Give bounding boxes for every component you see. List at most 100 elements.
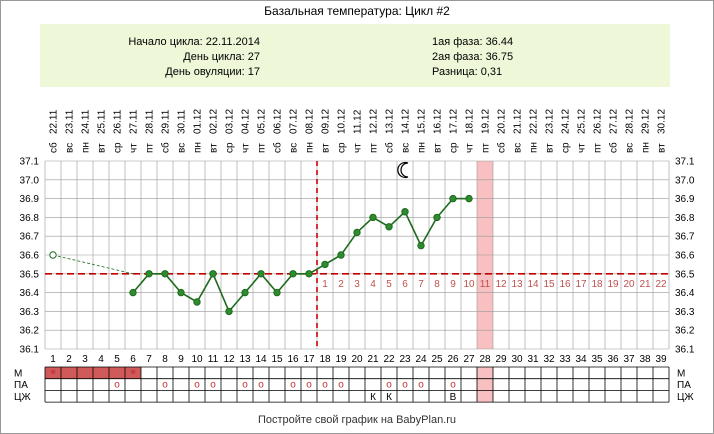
temperature-line-segment [420,217,438,246]
temperature-point [161,270,169,278]
luteal-day-label: 2 [338,279,344,290]
luteal-day-label: 8 [434,279,440,290]
date-label: 12.12 [369,109,380,134]
day-number-label: 17 [303,354,315,365]
y-tick-label-right: 36.7 [675,232,695,243]
day-number-label: 36 [607,354,619,365]
menstruation-cell [61,367,77,379]
temperature-point [401,208,409,216]
y-tick-label-right: 36.1 [675,345,695,356]
day-number-label: 7 [146,354,152,365]
weekday-label: пн [529,142,540,153]
menstruation-cell [125,367,141,379]
date-label: 07.12 [289,109,300,134]
temperature-point [369,213,377,222]
pa-circle-mark: o [402,380,408,391]
date-label: 13.12 [385,109,396,134]
temperature-line-segment [164,273,182,294]
date-label: 11.12 [353,109,364,134]
day-number-label: 10 [191,354,203,365]
weekday-label: пт [257,143,268,153]
day-number-label: 12 [223,354,235,365]
day-number-label: 8 [162,354,168,365]
day-number-label: 4 [98,354,104,365]
weekday-label: вт [545,143,556,153]
date-label: 22.11 [49,109,60,134]
luteal-day-label: 16 [559,279,571,290]
temperature-point [225,307,233,316]
footer-link[interactable]: Постройте свой график на BabyPlan.ru [257,414,457,426]
ovulation-day: День овуляции: 17 [165,66,260,78]
pa-text-mark: К [370,392,376,403]
luteal-day-label: 11 [480,279,491,290]
day-number-label: 27 [463,354,475,365]
weekday-label: вт [97,143,108,153]
menstruation-star-icon: * [130,366,136,383]
temperature-point [193,298,201,306]
weekday-label: ср [561,142,572,153]
date-label: 23.11 [65,109,76,134]
day-number-label: 9 [178,354,184,365]
temperature-line-segment [404,211,422,246]
weekday-label: чт [241,143,252,153]
y-tick-label-right: 36.5 [675,269,695,280]
temperature-point [241,288,249,297]
row-label-right: ЦЖ [677,392,694,403]
date-label: 28.12 [625,109,636,134]
date-label: 02.12 [209,109,220,134]
cycle-start: Начало цикла: 22.11.2014 [128,36,260,48]
chart-title: Базальная температура: Цикл #2 [264,4,450,18]
row-label-left: М [14,369,22,380]
luteal-day-label: 12 [495,279,507,290]
y-tick-label-left: 36.4 [20,288,40,299]
temperature-point [209,270,217,278]
weekday-label: вс [513,143,524,153]
date-label: 21.12 [513,109,524,134]
weekday-label: ср [113,142,124,153]
row-label-left: ПА [14,380,28,391]
weekday-label: вт [657,143,668,153]
temperature-point [449,194,457,203]
y-tick-label-left: 36.7 [20,232,40,243]
day-number-label: 19 [335,354,347,365]
pa-circle-mark: o [114,380,120,391]
day-number-label: 37 [623,354,635,365]
phase1-average: 1ая фаза: 36.44 [432,36,514,48]
temperature-point [433,213,441,222]
y-tick-label-left: 37.1 [20,157,40,168]
weekday-label: сб [384,142,396,153]
date-label: 10.12 [337,109,348,134]
temperature-line-segment [196,273,214,303]
temperature-point [337,251,345,259]
luteal-day-label: 19 [607,279,619,290]
temperature-point [385,223,393,231]
pa-circle-mark: o [338,380,344,391]
temperature-point [273,288,281,297]
date-label: 17.12 [449,109,460,134]
luteal-day-label: 18 [591,279,603,290]
y-tick-label-left: 36.8 [20,213,40,224]
pa-circle-mark: o [450,380,456,391]
temperature-point [289,270,297,278]
menstruation-star-icon: * [50,366,56,383]
luteal-day-label: 20 [623,279,635,290]
date-label: 29.11 [161,109,172,134]
date-label: 15.12 [417,109,428,134]
y-tick-label-right: 37.0 [675,175,695,186]
luteal-day-label: 6 [402,279,408,290]
weekday-label: чт [353,143,364,153]
date-label: 27.11 [129,109,140,134]
temperature-point [321,260,329,269]
temperature-line-segment [276,273,294,294]
temperature-line-segment [244,273,262,294]
weekday-label: сб [272,142,284,153]
date-label: 09.12 [321,109,332,134]
y-tick-label-left: 36.5 [20,269,40,280]
y-tick-label-right: 36.6 [675,251,695,262]
day-number-label: 3 [82,354,88,365]
weekday-label: пн [305,142,316,153]
date-label: 05.12 [257,109,268,134]
cm-text-mark: В [450,392,457,403]
weekday-label: пн [641,142,652,153]
